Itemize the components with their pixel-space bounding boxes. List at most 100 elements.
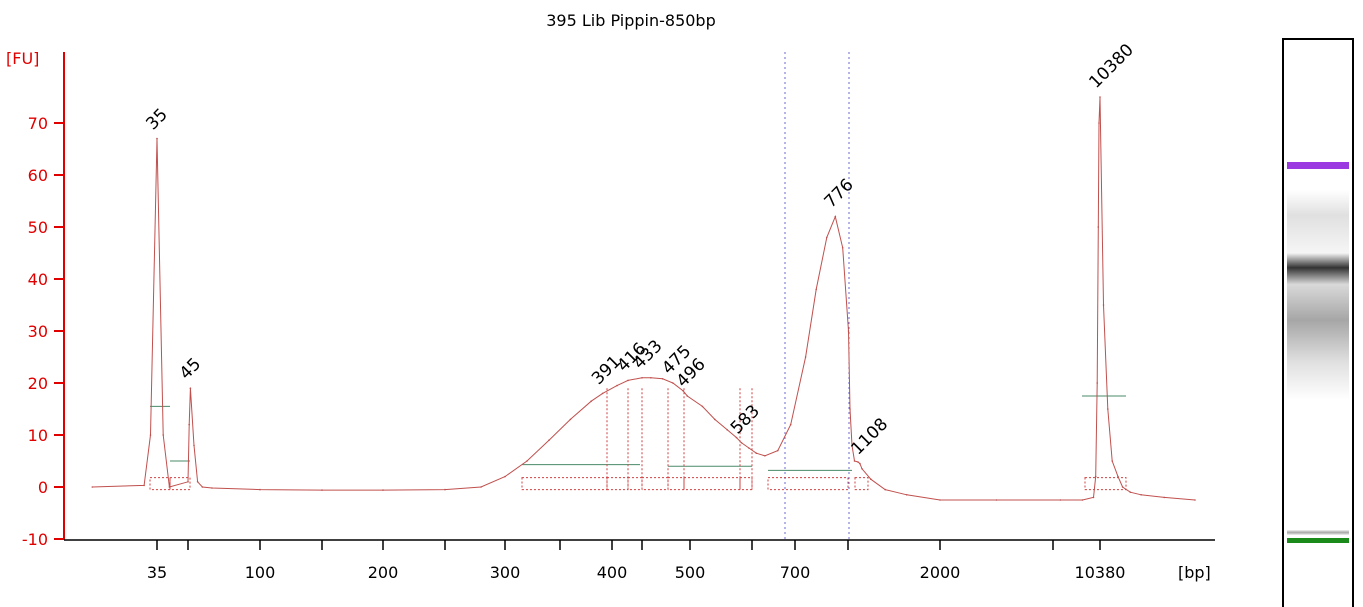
data-point [211,487,213,489]
data-point [870,478,872,481]
x-tick-label: 200 [368,563,399,582]
peak-label: 776 [821,175,858,212]
integration-box [521,477,608,491]
data-point [804,356,807,358]
data-point [841,247,844,249]
data-point [1140,494,1142,496]
peak-label: 10380 [1085,40,1137,92]
gel-smear [1287,190,1349,400]
data-point [1081,499,1084,501]
integration-box [627,477,643,491]
data-point [627,379,629,382]
data-point [764,455,766,457]
x-tick-label: 100 [245,563,276,582]
data-point [480,486,482,488]
y-tick-label: 0 [38,478,48,497]
y-tick-label: 40 [28,270,48,289]
data-point [905,494,908,496]
data-point [616,384,618,387]
series-trace [91,96,1196,501]
gel-image [1282,38,1354,607]
baseline-segments [149,52,1127,540]
data-point [726,429,728,431]
data-point [1111,460,1113,462]
data-point [259,488,261,491]
data-point [826,236,828,239]
x-tick-label: 10380 [1075,563,1126,582]
integration-box [683,477,741,491]
data-point [548,439,550,442]
data-point [526,460,528,462]
integration-box [667,477,685,491]
data-point [686,395,689,397]
data-point [853,460,856,462]
data-point [1163,496,1165,499]
peak-label: 1108 [847,414,892,459]
y-tick-label: 50 [28,218,48,237]
data-point [851,444,853,447]
data-point [1107,408,1109,410]
gel-lane [1287,110,1349,577]
electropherogram-trace [92,96,1196,501]
integration-box [606,477,629,491]
integration-box [169,477,191,491]
x-tick-label: 2000 [920,563,961,582]
y-tick-label: 10 [28,426,48,445]
y-tick-label: 30 [28,322,48,341]
data-point [1129,491,1132,494]
data-point [1121,486,1124,488]
data-point [1096,382,1098,384]
peak-label: 45 [176,354,205,383]
data-point [1092,496,1095,499]
data-point [156,137,158,140]
x-axis-label: [bp] [1178,563,1211,582]
data-point [1097,226,1100,228]
data-point [201,486,204,488]
data-point [1194,499,1196,501]
data-point [382,489,384,491]
data-point [682,390,684,392]
data-point [661,378,664,380]
integration-box [149,477,171,491]
x-tick-label: 500 [675,563,706,582]
data-point [1094,475,1097,478]
data-point [444,488,446,491]
integration-box [854,477,869,491]
data-point [740,442,743,444]
axis-ticks: -10 0 10 20 30 40 50 60 70 35 100 200 300 400 500 700 20… [22,114,1126,582]
data-point [755,452,758,455]
data-point [143,484,145,487]
lower-marker-shadow [1287,530,1349,535]
data-point [504,475,506,478]
data-point [777,449,779,452]
data-point [189,387,192,390]
data-point [196,481,199,483]
peak-label: 35 [142,105,171,134]
data-point [861,468,863,470]
x-tick-label: 400 [597,563,628,582]
data-point [601,392,604,395]
data-point [849,408,851,410]
data-point [650,377,652,379]
data-point [149,434,152,436]
x-tick-label: 700 [780,563,811,582]
integration-box [739,477,753,491]
data-point [1102,304,1105,306]
upper-marker-band [1287,162,1349,169]
data-point [672,382,674,384]
data-point [884,488,886,491]
peak-label: 583 [727,401,764,438]
integration-box [1084,477,1127,491]
data-point [193,444,195,447]
data-point [735,436,738,439]
data-point [815,288,817,291]
data-point [995,499,998,501]
data-point [847,330,850,332]
y-tick-label: 60 [28,166,48,185]
data-point [91,486,94,488]
data-point [168,486,171,488]
data-point [859,462,861,465]
data-point [1059,499,1062,501]
data-point [1117,475,1119,478]
